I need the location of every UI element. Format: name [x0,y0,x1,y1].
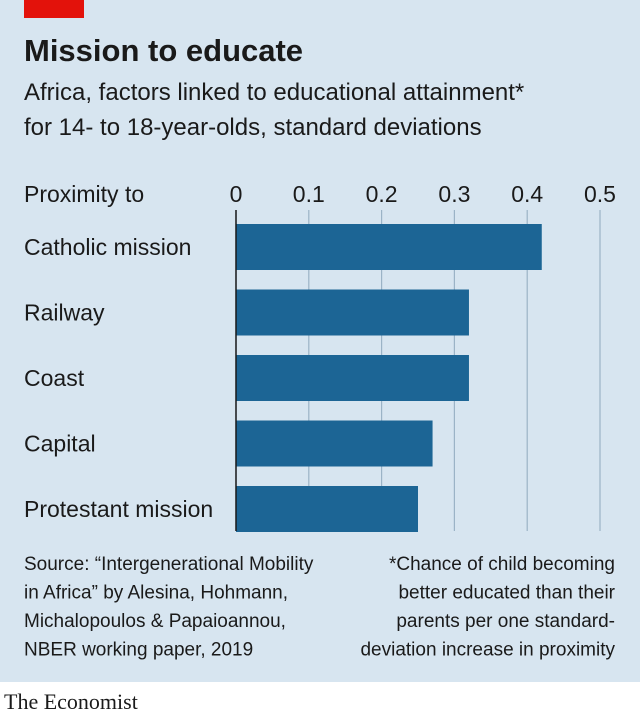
subtitle: Africa, factors linked to educational at… [24,79,524,106]
y-tick-label: Protestant mission [24,496,213,522]
y-tick-label: Capital [24,431,96,457]
bar [236,224,542,270]
bar [236,355,469,401]
footer-band [0,682,640,717]
background [0,0,640,682]
bar [236,289,469,336]
x-tick-label: 0.3 [438,181,470,207]
x-tick-label: 0.4 [511,181,543,207]
source: Source: “Intergenerational Mobility [24,554,314,575]
footnote: deviation increase in proximity [360,640,615,661]
axis-label: Proximity to [24,181,144,207]
chart-title: Mission to educate [24,33,303,68]
subtitle: for 14- to 18-year-olds, standard deviat… [24,114,482,141]
y-tick-label: Railway [24,300,105,326]
bar [236,486,418,532]
bar [236,420,433,467]
x-tick-label: 0.1 [293,181,325,207]
source: in Africa” by Alesina, Hohmann, [24,583,288,604]
red-tab [24,0,84,18]
y-tick-label: Catholic mission [24,234,191,260]
x-tick-label: 0.2 [366,181,398,207]
x-tick-label: 0.5 [584,181,616,207]
footnote: better educated than their [398,583,615,604]
footnote: *Chance of child becoming [389,554,615,575]
footnote: parents per one standard- [396,611,615,632]
source: NBER working paper, 2019 [24,640,253,661]
source: Michalopoulos & Papaioannou, [24,611,286,632]
brand: The Economist [4,689,138,714]
x-tick-label: 0 [230,181,243,207]
y-tick-label: Coast [24,365,85,391]
